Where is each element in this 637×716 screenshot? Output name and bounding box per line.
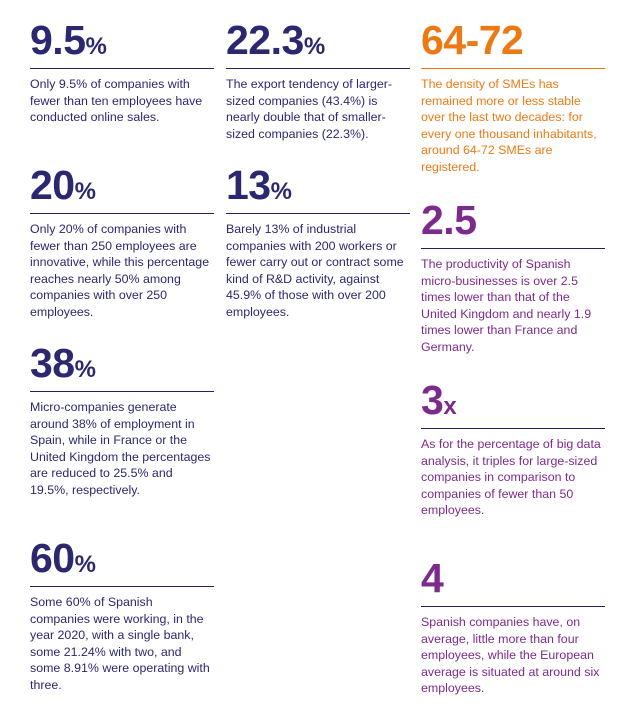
stat-online-sales: 9.5% Only 9.5% of companies with fewer t… [30, 20, 214, 126]
stat-value: 64-72 [421, 17, 524, 63]
stat-description: The export tendency of larger-sized comp… [226, 77, 392, 141]
stat-export-tendency: 22.3% The export tendency of larger-size… [226, 20, 410, 142]
stat-value: 22.3% [226, 17, 326, 63]
stat-value: 38% [30, 340, 96, 386]
stat-description: Only 20% of companies with fewer than 25… [30, 222, 210, 319]
divider [421, 248, 605, 249]
stat-value: 2.5 [421, 197, 477, 243]
stat-value: 20% [30, 162, 96, 208]
divider [421, 68, 605, 69]
stat-sme-density: 64-72 The density of SMEs has remained m… [421, 20, 605, 176]
divider [226, 213, 410, 214]
stat-value: 3x [421, 377, 457, 423]
stat-rd-activity: 13% Barely 13% of industrial companies w… [226, 165, 410, 321]
divider [30, 391, 214, 392]
stat-single-bank: 60% Some 60% of Spanish companies were w… [30, 538, 214, 694]
stat-description: Barely 13% of industrial companies with … [226, 222, 404, 319]
stat-avg-employees: 4 Spanish companies have, on average, li… [421, 558, 605, 697]
stat-description: The density of SMEs has remained more or… [421, 77, 597, 174]
stat-description: The productivity of Spanish micro-busine… [421, 257, 592, 354]
stat-description: Micro-companies generate around 38% of e… [30, 400, 211, 497]
stat-micro-employment: 38% Micro-companies generate around 38% … [30, 343, 214, 499]
divider [30, 68, 214, 69]
stat-innovation: 20% Only 20% of companies with fewer tha… [30, 165, 214, 321]
divider [226, 68, 410, 69]
stat-value: 4 [421, 555, 444, 601]
divider [30, 586, 214, 587]
stat-description: Spanish companies have, on average, litt… [421, 615, 600, 696]
stat-productivity: 2.5 The productivity of Spanish micro-bu… [421, 200, 605, 356]
divider [30, 213, 214, 214]
stat-description: As for the percentage of big data analys… [421, 437, 601, 518]
divider [421, 606, 605, 607]
divider [421, 428, 605, 429]
stat-value: 60% [30, 535, 96, 581]
stat-big-data: 3x As for the percentage of big data ana… [421, 380, 605, 519]
stat-description: Only 9.5% of companies with fewer than t… [30, 77, 203, 125]
stat-description: Some 60% of Spanish companies were worki… [30, 595, 210, 692]
stat-value: 9.5% [30, 17, 107, 63]
stat-value: 13% [226, 162, 292, 208]
